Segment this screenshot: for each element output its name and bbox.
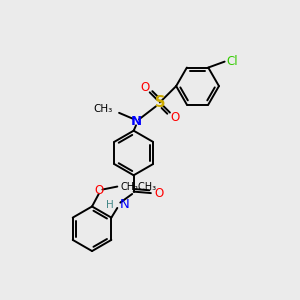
Text: O: O bbox=[154, 187, 164, 200]
Text: O: O bbox=[95, 184, 104, 196]
Text: N: N bbox=[119, 199, 129, 212]
Text: CH₃: CH₃ bbox=[93, 104, 112, 114]
Text: N: N bbox=[130, 115, 142, 128]
Text: S: S bbox=[154, 95, 165, 110]
Text: Cl: Cl bbox=[226, 55, 238, 68]
Text: O: O bbox=[140, 81, 150, 94]
Text: H: H bbox=[106, 200, 113, 210]
Text: O: O bbox=[170, 111, 179, 124]
Text: CH₂CH₃: CH₂CH₃ bbox=[120, 182, 156, 192]
